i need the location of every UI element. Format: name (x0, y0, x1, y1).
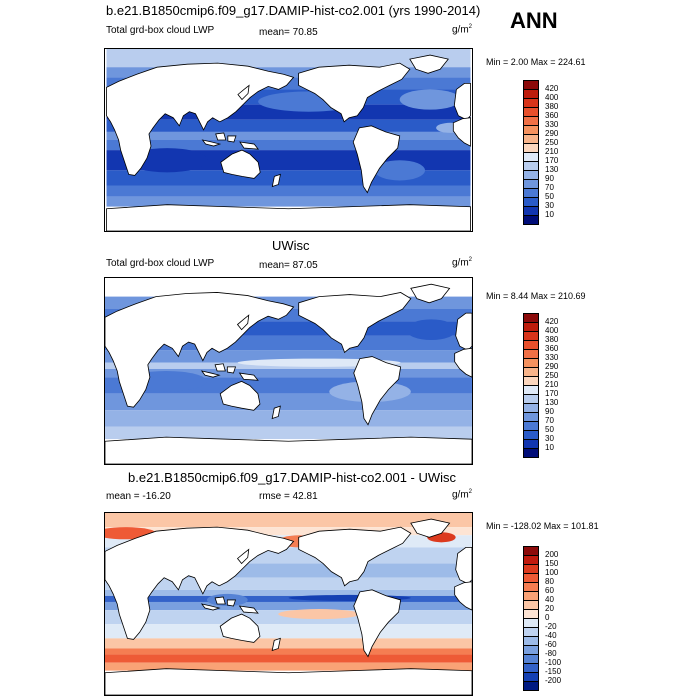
colorbar-tick-label: 250 (545, 371, 559, 380)
colorbar-tick-label: 250 (545, 138, 559, 147)
colorbar-tick-label: 150 (545, 559, 559, 568)
colorbar-swatch (523, 681, 539, 691)
colorbar-tick-label: 30 (545, 434, 554, 443)
colorbar-tick-label: 330 (545, 353, 559, 362)
units-label: g/m2 (452, 489, 473, 501)
variable-label: Total grd-box cloud LWP (106, 258, 215, 269)
colorbar-tick-label: -150 (545, 667, 562, 676)
colorbar-tick-label: 40 (545, 595, 554, 604)
colorbar-tick-label: 380 (545, 102, 559, 111)
colorbar-tick-label: -100 (545, 658, 562, 667)
colorbar-swatch (523, 448, 539, 458)
colorbar-tick-label: 400 (545, 326, 559, 335)
panel-title: UWisc (272, 238, 310, 253)
units-label: g/m2 (452, 24, 473, 36)
colorbar-tick-label: -40 (545, 631, 557, 640)
variable-label: Total grd-box cloud LWP (106, 25, 215, 36)
colorbar-tick-label: 170 (545, 389, 559, 398)
colorbar-tick-label: 10 (545, 443, 554, 452)
lwp-map (104, 48, 473, 232)
units-label: g/m2 (452, 257, 473, 269)
mean-value: mean= 70.85 (259, 27, 318, 38)
min-max-label: Min = -128.02 Max = 101.81 (486, 521, 599, 531)
rmse-value: rmse = 42.81 (259, 491, 318, 502)
colorbar-tick-label: 20 (545, 604, 554, 613)
colorbar-tick-label: 80 (545, 577, 554, 586)
difference-map (104, 512, 473, 696)
colorbar-tick-label: 360 (545, 344, 559, 353)
colorbar-tick-label: 360 (545, 111, 559, 120)
colorbar-tick-label: 0 (545, 613, 550, 622)
colorbar-tick-label: -60 (545, 640, 557, 649)
colorbar-tick-label: 10 (545, 210, 554, 219)
colorbar-tick-label: 70 (545, 416, 554, 425)
mean-value: mean = -16.20 (106, 491, 171, 502)
colorbar-tick-label: 200 (545, 550, 559, 559)
lwp-map (104, 277, 473, 465)
colorbar-tick-label: 290 (545, 129, 559, 138)
colorbar-tick-label: 50 (545, 425, 554, 434)
colorbar-tick-label: 330 (545, 120, 559, 129)
colorbar-tick-label: 420 (545, 317, 559, 326)
colorbar-tick-label: 90 (545, 407, 554, 416)
colorbar-tick-label: 210 (545, 147, 559, 156)
colorbar-tick-label: 100 (545, 568, 559, 577)
colorbar-tick-label: 210 (545, 380, 559, 389)
world-map (105, 278, 472, 464)
colorbar-swatch (523, 215, 539, 225)
colorbar-tick-label: 130 (545, 398, 559, 407)
colorbar-tick-label: 60 (545, 586, 554, 595)
colorbar-tick-label: 90 (545, 174, 554, 183)
colorbar-tick-label: 70 (545, 183, 554, 192)
colorbar-tick-label: -20 (545, 622, 557, 631)
colorbar-tick-label: 380 (545, 335, 559, 344)
colorbar-tick-label: 130 (545, 165, 559, 174)
panel-title: b.e21.B1850cmip6.f09_g17.DAMIP-hist-co2.… (128, 470, 457, 485)
colorbar-tick-label: 420 (545, 84, 559, 93)
colorbar-tick-label: 170 (545, 156, 559, 165)
mean-value: mean= 87.05 (259, 260, 318, 271)
colorbar-tick-label: 400 (545, 93, 559, 102)
panel-title: b.e21.B1850cmip6.f09_g17.DAMIP-hist-co2.… (106, 3, 481, 18)
colorbar-tick-label: 30 (545, 201, 554, 210)
colorbar-tick-label: -80 (545, 649, 557, 658)
min-max-label: Min = 8.44 Max = 210.69 (486, 291, 586, 301)
colorbar-tick-label: 290 (545, 362, 559, 371)
min-max-label: Min = 2.00 Max = 224.61 (486, 57, 586, 67)
colorbar-tick-label: 50 (545, 192, 554, 201)
colorbar-tick-label: -200 (545, 676, 562, 685)
season-label: ANN (510, 8, 558, 33)
world-map (106, 49, 471, 231)
world-map (105, 513, 472, 695)
